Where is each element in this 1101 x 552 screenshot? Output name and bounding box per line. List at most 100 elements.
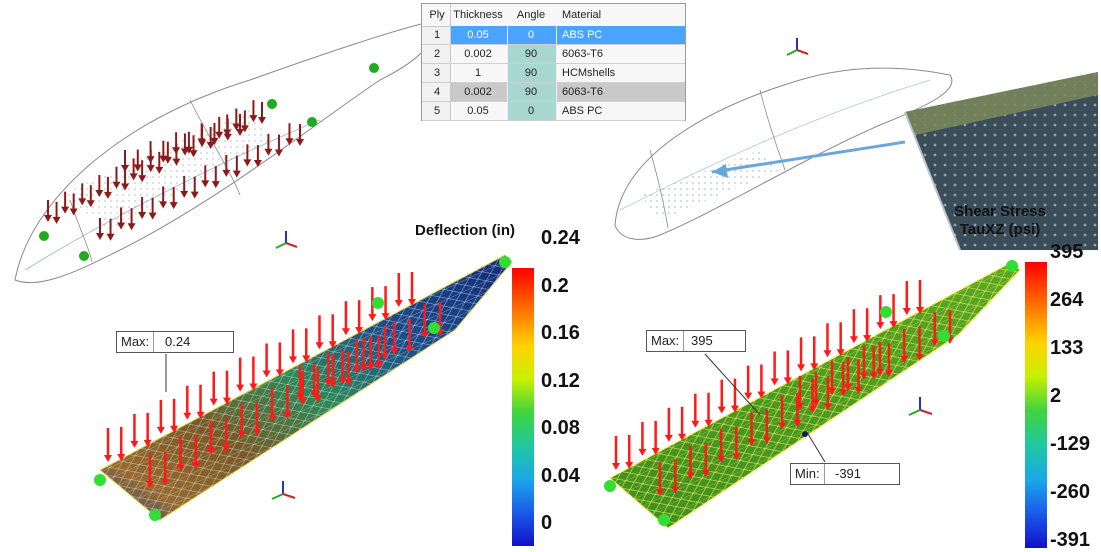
load-arrow-icon	[930, 339, 939, 347]
load-arrow-icon	[253, 160, 262, 168]
load-arrow-icon	[863, 335, 872, 343]
load-arrow-icon	[106, 233, 115, 241]
cell-angle[interactable]: 0	[527, 29, 535, 41]
table-row[interactable]: 3 1 90 HCMshells	[422, 64, 685, 83]
load-arrow-icon	[876, 322, 885, 330]
load-arrow-icon	[328, 341, 337, 349]
callout-key: Max:	[647, 331, 685, 351]
legend-tick-label: 0.12	[541, 369, 580, 392]
cell-angle[interactable]: 90	[524, 86, 538, 98]
table-row[interactable]: 2 0.002 90 6063-T6	[422, 45, 685, 64]
load-arrow-icon	[374, 362, 383, 370]
load-arrow-icon	[836, 349, 845, 357]
table-row[interactable]: 1 0.05 0 ABS PC	[422, 26, 685, 45]
fuselage-wireframe-left	[14, 21, 433, 284]
cell-thickness[interactable]: 1	[474, 67, 482, 79]
cell-angle[interactable]: 90	[524, 67, 538, 79]
load-arrow-icon	[849, 336, 858, 344]
load-arrow-icon	[127, 223, 136, 231]
load-arrow-icon	[313, 395, 322, 403]
load-arrow-icon	[264, 148, 273, 156]
load-arrow-icon	[717, 406, 726, 414]
load-arrow-icon	[215, 131, 224, 139]
table-row[interactable]: 5 0.05 0 ABS PC	[422, 102, 685, 121]
load-arrow-icon	[793, 420, 802, 428]
deflection-max-callout[interactable]: Max: 0.24	[116, 331, 234, 353]
load-arrow-icon	[159, 201, 168, 209]
load-arrow-icon	[381, 353, 389, 360]
load-arrows-shear	[612, 280, 954, 496]
header-angle[interactable]: Angle	[516, 9, 546, 21]
load-arrow-icon	[191, 462, 200, 470]
load-arrow-icon	[222, 169, 231, 177]
load-arrow-icon	[138, 175, 147, 183]
shear-max-callout[interactable]: Max: 395	[646, 330, 746, 352]
load-arrow-icon	[133, 164, 142, 172]
load-arrow-icon	[190, 191, 199, 199]
cell-material[interactable]: 6063-T6	[562, 48, 603, 60]
load-arrow-icon	[854, 386, 863, 394]
legend-tick-label: 0.16	[541, 322, 580, 344]
cell-material[interactable]: ABS PC	[562, 29, 603, 41]
load-arrow-icon	[232, 170, 241, 178]
legend-tick-label: 0.2	[541, 274, 569, 297]
header-ply[interactable]: Ply	[424, 4, 451, 26]
load-arrow-icon	[176, 464, 185, 472]
cell-thickness[interactable]: 0.002	[464, 86, 492, 98]
load-arrow-icon	[209, 398, 218, 406]
header-thickness[interactable]: Thickness	[453, 9, 503, 21]
load-arrow-icon	[329, 381, 338, 389]
cell-material[interactable]: HCMshells	[562, 67, 616, 79]
load-arrows-deflection	[104, 272, 444, 488]
load-arrow-icon	[236, 129, 244, 136]
table-row[interactable]: 4 0.002 90 6063-T6	[422, 83, 685, 102]
load-arrow-icon	[96, 233, 104, 240]
load-arrow-icon	[206, 141, 215, 149]
load-arrow-icon	[69, 208, 78, 216]
load-arrow-icon	[686, 472, 695, 480]
load-arrow-icon	[747, 439, 756, 447]
load-arrow-icon	[810, 363, 819, 371]
header-material[interactable]: Material	[562, 9, 602, 21]
load-arrow-icon	[298, 397, 307, 405]
callout-key: Min:	[791, 464, 825, 484]
cell-angle[interactable]: 0	[527, 105, 535, 117]
callout-leader	[704, 353, 761, 416]
load-arrow-icon	[252, 428, 261, 436]
load-arrow-icon	[207, 447, 216, 455]
load-arrow-icon	[717, 455, 726, 463]
load-arrow-icon	[159, 155, 168, 163]
shear-colorbar	[1025, 262, 1047, 548]
cell-thickness[interactable]: 0.05	[467, 29, 489, 41]
load-arrow-icon	[844, 384, 852, 392]
load-arrow-icon	[156, 426, 165, 434]
deflection-legend-title: Deflection (in)	[415, 222, 515, 239]
load-arrows-top-left	[44, 100, 304, 241]
load-arrow-icon	[86, 200, 95, 208]
shear-legend-title-2: TauXZ (psi)	[959, 221, 1041, 238]
cell-thickness[interactable]: 0.002	[464, 48, 492, 60]
shear-min-callout[interactable]: Min: -391	[790, 463, 900, 485]
wing-deflection-plot	[99, 254, 513, 521]
load-arrow-icon	[390, 347, 399, 355]
load-arrow-icon	[310, 390, 319, 398]
load-arrow-icon	[223, 133, 232, 141]
load-arrow-icon	[169, 202, 178, 210]
load-arrow-icon	[876, 369, 884, 376]
cell-material[interactable]: 6063-T6	[562, 86, 603, 98]
cell-ply: 5	[424, 102, 451, 120]
load-arrow-icon	[651, 447, 660, 455]
load-arrow-icon	[625, 461, 634, 469]
load-arrow-icon	[138, 211, 147, 219]
cell-angle[interactable]: 90	[524, 48, 538, 60]
load-arrow-icon	[656, 489, 664, 496]
load-arrow-icon	[797, 364, 806, 372]
load-arrow-icon	[211, 181, 220, 189]
cell-thickness[interactable]: 0.05	[467, 105, 489, 117]
cell-ply: 2	[424, 45, 451, 63]
load-arrow-icon	[730, 405, 739, 413]
load-arrow-icon	[341, 328, 350, 336]
cell-material[interactable]: ABS PC	[562, 105, 603, 117]
load-arrow-icon	[808, 405, 817, 413]
load-arrow-icon	[408, 299, 416, 306]
